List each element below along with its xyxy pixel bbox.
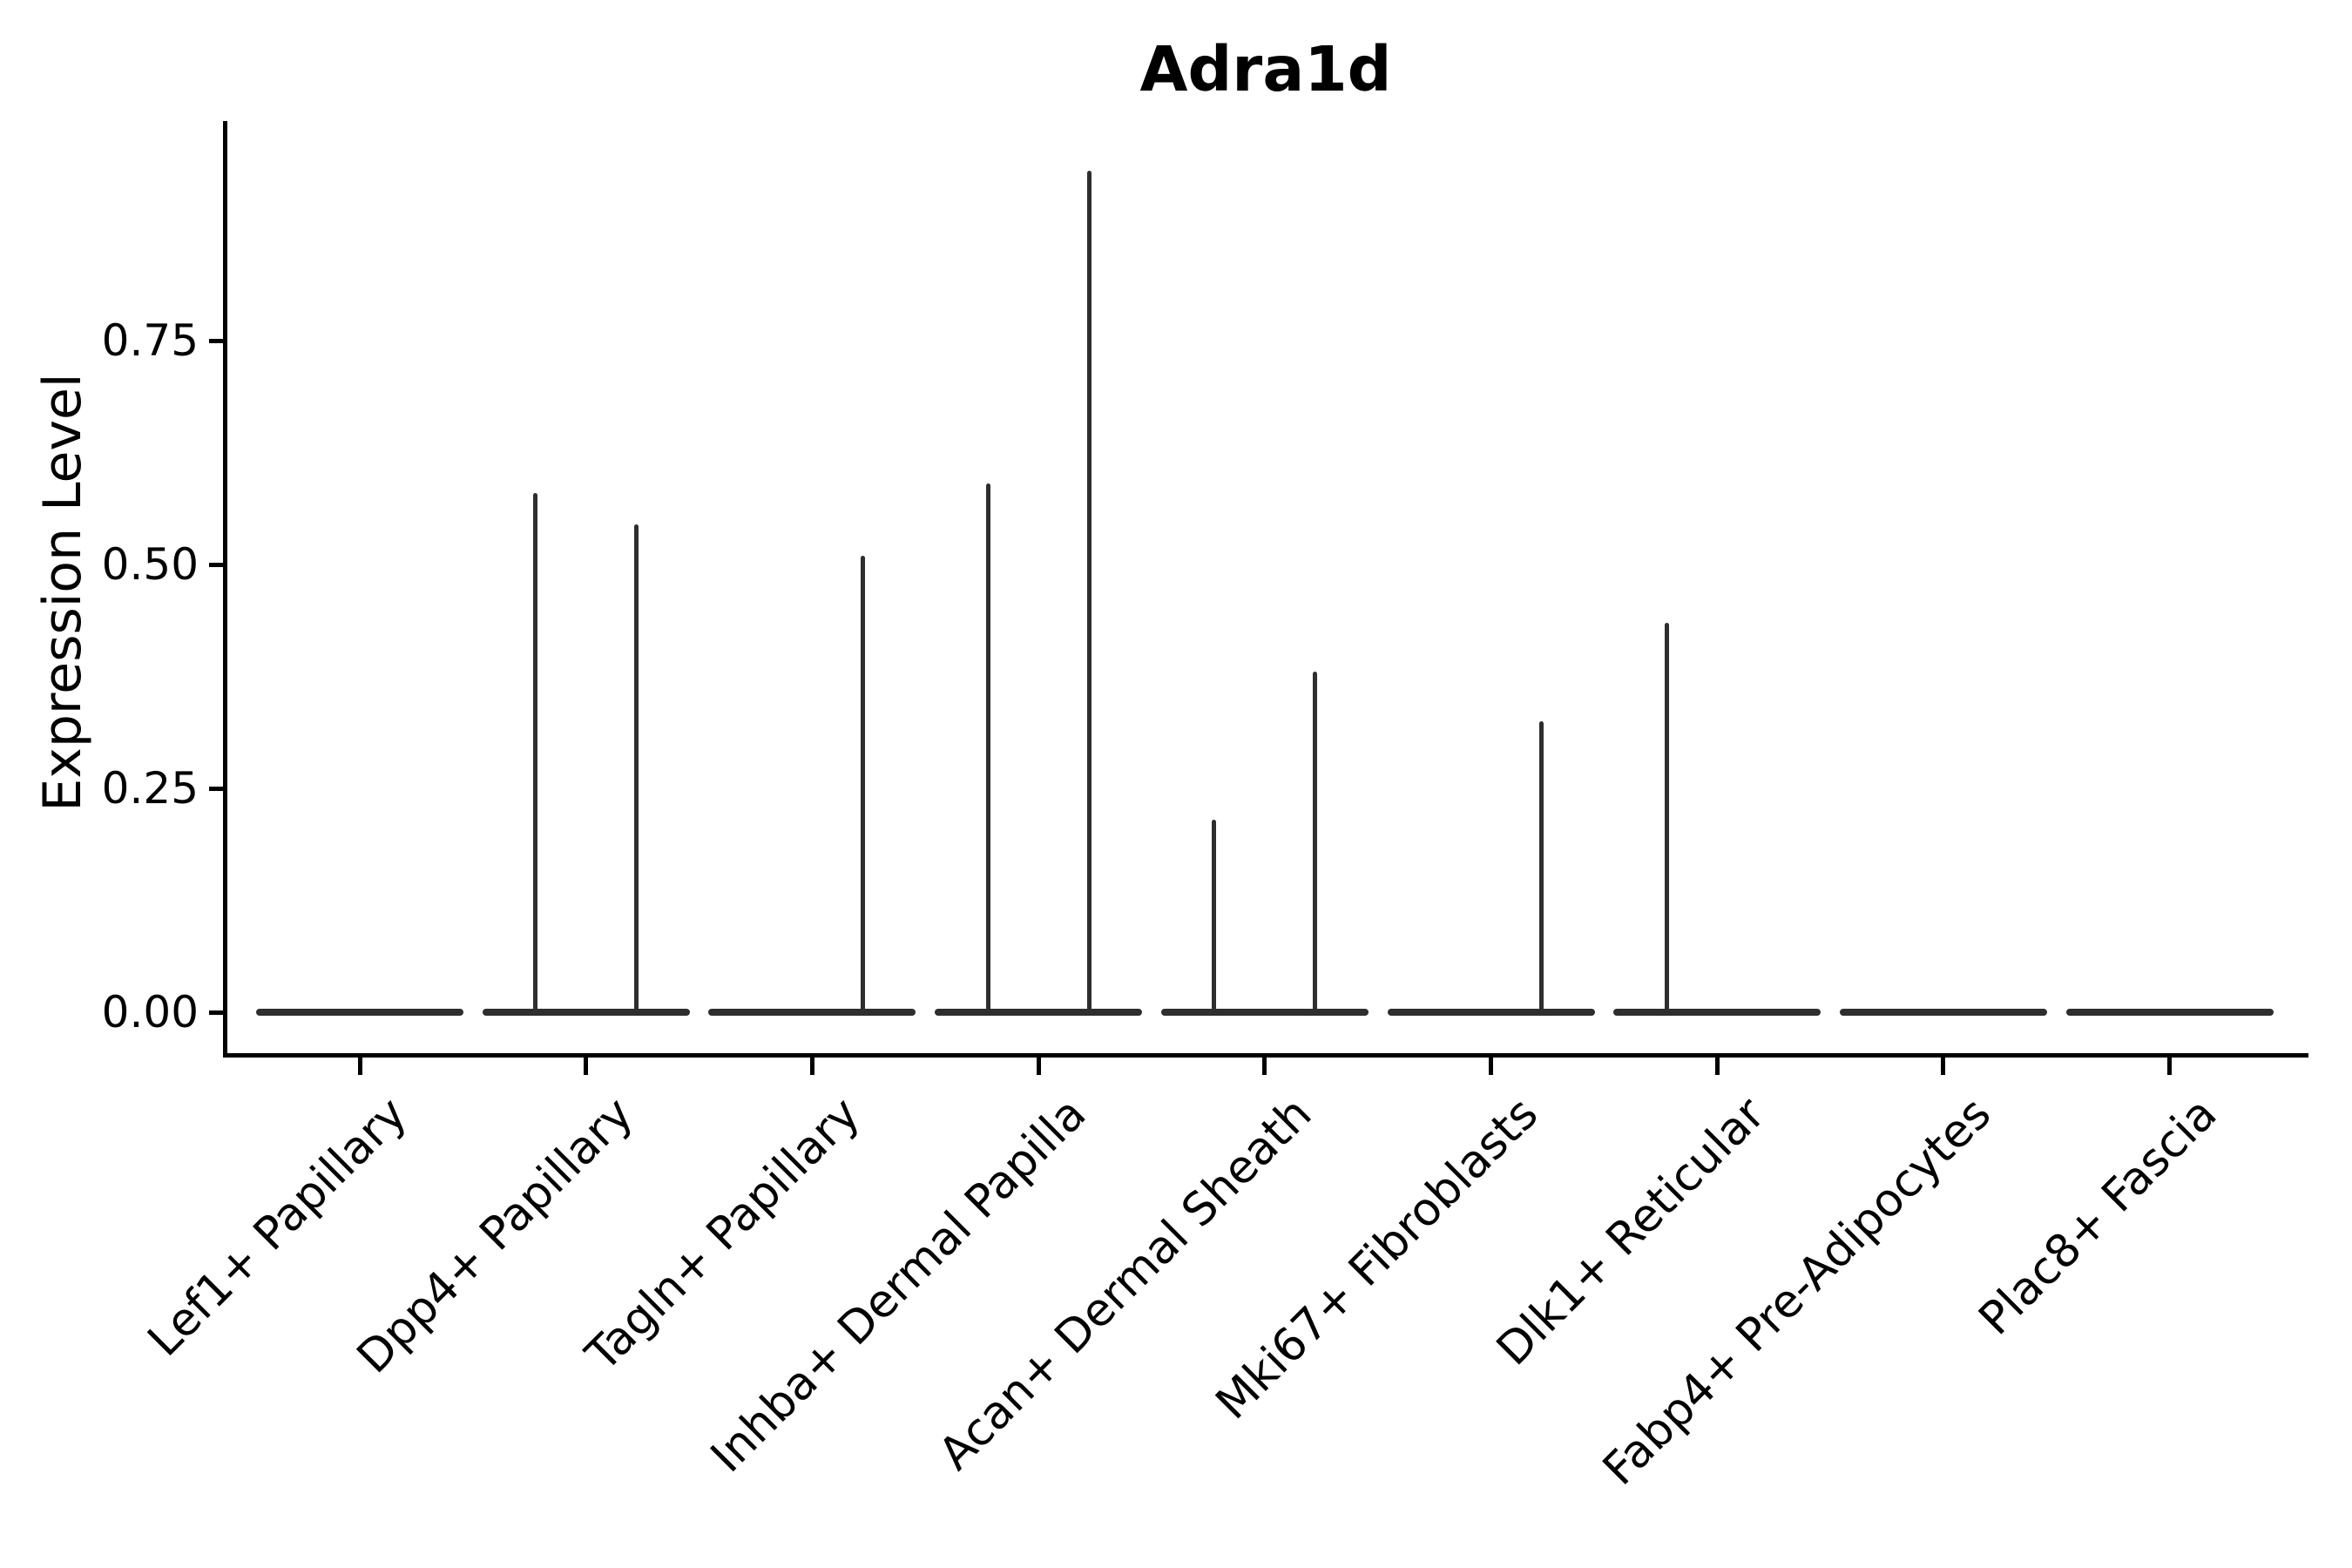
y-tick-label: 0.25 [101,763,199,814]
violin-bar [256,1009,463,1016]
violin-spike [1313,672,1318,1016]
violin-spike [1212,819,1217,1016]
violin-spike [1086,170,1092,1016]
x-tick [357,1058,362,1075]
violin-bar [1839,1009,2047,1016]
violin-spike [1539,720,1544,1016]
violin-spike [634,524,639,1016]
y-tick-label: 0.00 [101,987,199,1037]
violin-bar [482,1009,690,1016]
y-tick [209,786,223,791]
violin-spike [985,483,990,1016]
violin-bar [2065,1009,2274,1016]
y-tick [209,1010,223,1015]
x-tick [1941,1058,1946,1075]
violin-bar [1160,1009,1369,1016]
x-axis-spine [223,1053,2308,1058]
x-tick [584,1058,589,1075]
x-tick [1489,1058,1493,1075]
x-tick [809,1058,814,1075]
x-tick-label: Acan+ Dermal Sheath [929,1087,1322,1481]
x-tick [1262,1058,1267,1075]
y-tick [209,562,223,567]
x-tick-label: Inhba+ Dermal Papilla [700,1087,1097,1484]
y-tick-label: 0.75 [101,315,199,366]
violin-spike [533,492,538,1016]
violin-spike [860,555,865,1016]
chart-title: Adra1d [1139,33,1392,105]
violin-bar [935,1009,1143,1016]
violin-bar [1387,1009,1595,1016]
y-tick [209,338,223,343]
violin-bar [1613,1009,1821,1016]
y-tick-label: 0.50 [101,539,199,590]
violin-spike [1664,622,1669,1016]
x-tick-label: Plac8+ Fascia [1969,1087,2227,1346]
x-tick [1714,1058,1720,1075]
violin-bar [708,1009,916,1016]
x-tick-label: Fabp4+ Pre-Adipocytes [1592,1087,2001,1496]
x-tick [1036,1058,1041,1075]
x-tick [2167,1058,2173,1075]
y-axis-spine [223,121,227,1058]
y-axis-label: Expression Level [32,373,93,812]
